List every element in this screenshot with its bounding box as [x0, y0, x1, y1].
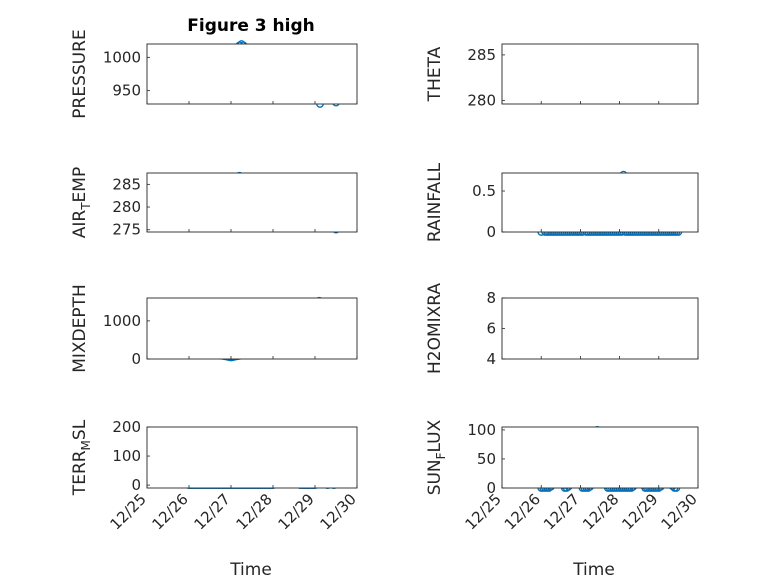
y-tick-label: 100: [112, 447, 141, 465]
axes-frame: [146, 297, 358, 360]
subplot-rainfall: 0 0.5 RAINFALL: [425, 162, 699, 242]
axes-frame: [146, 426, 358, 489]
x-tick-label: 12/28: [579, 490, 622, 533]
y-axis-label: TERRMSL: [70, 419, 93, 496]
subplot-pressure: 950 1000 PRESSURE: [70, 29, 358, 119]
y-tick-label: 100: [467, 421, 496, 439]
y-tick-label: 6: [486, 320, 496, 338]
subplot-h2omixra: 4 6 8 H2OMIXRA: [425, 283, 699, 374]
y-tick-label: 0: [131, 350, 141, 368]
x-tick-label: 12/26: [501, 490, 544, 533]
x-tick-label: 12/25: [462, 490, 505, 533]
y-tick-label: 285: [112, 175, 141, 193]
y-tick-label: 4: [486, 350, 496, 368]
y-tick-label: 0.5: [472, 182, 496, 200]
subplot-air-temp: 275 280 285 AIRTEMP: [70, 167, 358, 239]
subplot-theta: 280 285 THETA: [425, 43, 699, 109]
axes-frame: [501, 297, 699, 360]
axes-frame: [501, 426, 699, 489]
y-axis-label: SUNFLUX: [425, 419, 448, 495]
y-tick-label: 1000: [103, 312, 141, 330]
y-tick-label: 275: [112, 221, 141, 239]
y-axis-label: THETA: [425, 46, 445, 102]
y-tick-label: 0: [486, 223, 496, 241]
x-tick-label: 12/25: [107, 490, 150, 533]
y-tick-label: 285: [467, 46, 496, 64]
x-axis-label-left: Time: [229, 560, 272, 580]
y-tick-label: 8: [486, 289, 496, 307]
y-axis-label: H2OMIXRA: [425, 283, 445, 374]
y-tick-label: 200: [112, 418, 141, 436]
y-tick-label: 1000: [103, 48, 141, 66]
y-axis-label: PRESSURE: [70, 29, 90, 118]
x-tick-label: 12/29: [275, 490, 318, 533]
y-tick-label: 280: [467, 91, 496, 109]
x-tick-label: 12/30: [317, 490, 360, 533]
y-tick-label: 0: [486, 479, 496, 497]
subplot-mixdepth: 0 1000 MIXDEPTH: [70, 284, 358, 373]
y-tick-label: 280: [112, 198, 141, 216]
figure-title: Figure 3 high: [187, 16, 315, 36]
axes-frame: [501, 43, 699, 105]
x-tick-label: 12/26: [149, 490, 192, 533]
x-tick-label: 12/27: [191, 490, 234, 533]
y-axis-label: AIRTEMP: [70, 167, 93, 238]
x-tick-label: 12/30: [658, 490, 701, 533]
y-axis-label: MIXDEPTH: [70, 284, 90, 373]
y-tick-label: 950: [112, 82, 141, 100]
axes-frame: [146, 172, 358, 233]
x-axis-label-right: Time: [572, 560, 615, 580]
x-tick-label: 12/27: [540, 490, 583, 533]
y-tick-label: 0: [131, 476, 141, 494]
axes-frame: [501, 172, 699, 233]
y-tick-label: 50: [477, 450, 496, 468]
x-tick-label: 12/28: [233, 490, 276, 533]
y-axis-label: RAINFALL: [425, 162, 445, 242]
axes-frame: [146, 43, 358, 105]
x-tick-label: 12/29: [618, 490, 661, 533]
